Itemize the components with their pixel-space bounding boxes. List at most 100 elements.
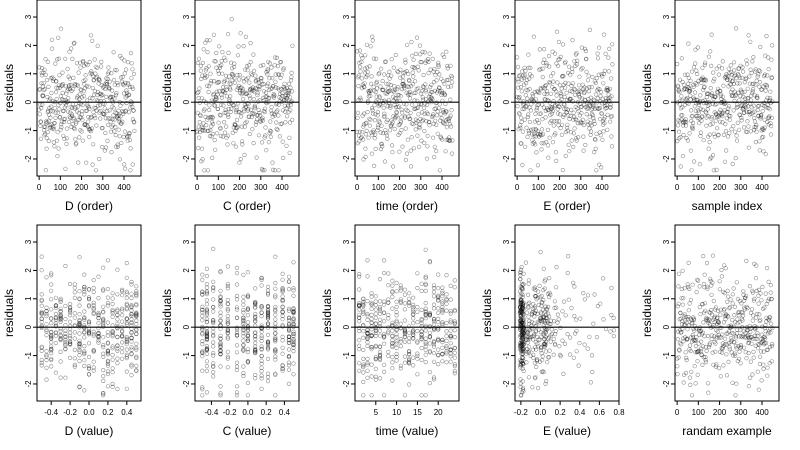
data-point: [87, 59, 92, 65]
data-point: [518, 332, 523, 338]
data-point: [768, 89, 773, 94]
data-point: [129, 330, 134, 335]
data-point: [592, 79, 597, 84]
data-point: [426, 99, 431, 104]
data-point: [423, 310, 428, 315]
y-tick-label: 2: [502, 43, 511, 48]
data-point: [365, 327, 370, 333]
data-point: [200, 387, 205, 392]
data-point: [583, 142, 588, 148]
data-point: [265, 307, 271, 312]
data-point: [746, 384, 752, 389]
data-point: [367, 123, 373, 128]
data-point: [204, 38, 209, 43]
x-tick-label: 0: [195, 183, 200, 192]
data-point: [230, 73, 236, 78]
data-point: [524, 335, 530, 340]
data-point: [396, 104, 402, 109]
data-point: [603, 95, 608, 101]
data-point: [204, 308, 209, 313]
data-point: [204, 334, 209, 339]
data-point: [86, 114, 91, 120]
x-tick-label: 0: [355, 183, 360, 192]
data-point: [121, 109, 126, 115]
data-point: [528, 325, 534, 331]
data-point: [577, 74, 582, 79]
data-point: [452, 285, 457, 290]
data-point: [436, 338, 441, 343]
data-point: [695, 349, 700, 354]
data-point: [218, 348, 223, 353]
data-point: [77, 289, 82, 294]
data-point: [711, 317, 716, 322]
data-point: [211, 246, 216, 251]
data-point: [373, 307, 378, 312]
data-point: [239, 85, 244, 90]
data-point: [357, 338, 362, 343]
data-point: [85, 104, 90, 109]
data-point: [532, 89, 537, 95]
data-point: [725, 77, 730, 82]
data-point: [725, 331, 730, 336]
data-point: [134, 331, 139, 337]
data-point: [573, 116, 578, 121]
x-axis-label: sample index: [692, 199, 763, 213]
data-point: [119, 333, 125, 338]
data-point: [373, 328, 378, 333]
data-point: [519, 281, 525, 287]
data-point: [53, 370, 59, 375]
data-point: [533, 294, 539, 299]
data-point: [764, 301, 769, 307]
data-point: [273, 372, 278, 377]
data-point: [747, 337, 752, 343]
data-point: [49, 329, 54, 335]
data-point: [382, 111, 387, 116]
data-point: [284, 106, 289, 111]
data-point: [566, 81, 571, 86]
data-point: [41, 81, 46, 86]
data-point: [402, 307, 408, 312]
data-point: [115, 325, 120, 331]
data-point: [605, 127, 610, 132]
data-point: [265, 81, 271, 86]
data-point: [394, 318, 399, 323]
data-point: [382, 319, 387, 324]
data-point: [518, 293, 523, 299]
data-point: [734, 133, 739, 138]
data-point: [105, 359, 110, 364]
data-point: [530, 306, 535, 311]
data-point: [86, 84, 91, 89]
data-point: [533, 347, 539, 352]
data-point: [77, 60, 83, 65]
data-point: [440, 291, 445, 296]
data-point: [556, 123, 561, 128]
data-point: [698, 77, 704, 82]
data-point: [280, 324, 285, 329]
data-point: [265, 314, 271, 320]
data-point: [717, 112, 722, 117]
data-point: [86, 320, 92, 325]
data-point: [519, 336, 524, 341]
data-point: [712, 334, 717, 339]
data-point: [412, 66, 418, 71]
data-point: [212, 103, 217, 108]
data-point: [134, 345, 139, 351]
data-point: [286, 279, 292, 284]
data-point: [593, 137, 598, 142]
data-point: [699, 332, 705, 337]
data-point: [579, 111, 584, 116]
data-point: [448, 359, 453, 364]
data-point: [119, 328, 125, 333]
data-point: [518, 359, 524, 364]
data-point: [255, 92, 260, 98]
data-point: [753, 336, 758, 341]
data-point: [431, 351, 437, 356]
data-point: [101, 321, 106, 326]
data-point: [538, 85, 543, 91]
data-point: [121, 134, 126, 140]
data-point: [520, 351, 526, 356]
data-point: [110, 352, 115, 358]
data-point: [609, 144, 615, 149]
data-point: [101, 309, 106, 314]
data-point: [390, 328, 395, 333]
